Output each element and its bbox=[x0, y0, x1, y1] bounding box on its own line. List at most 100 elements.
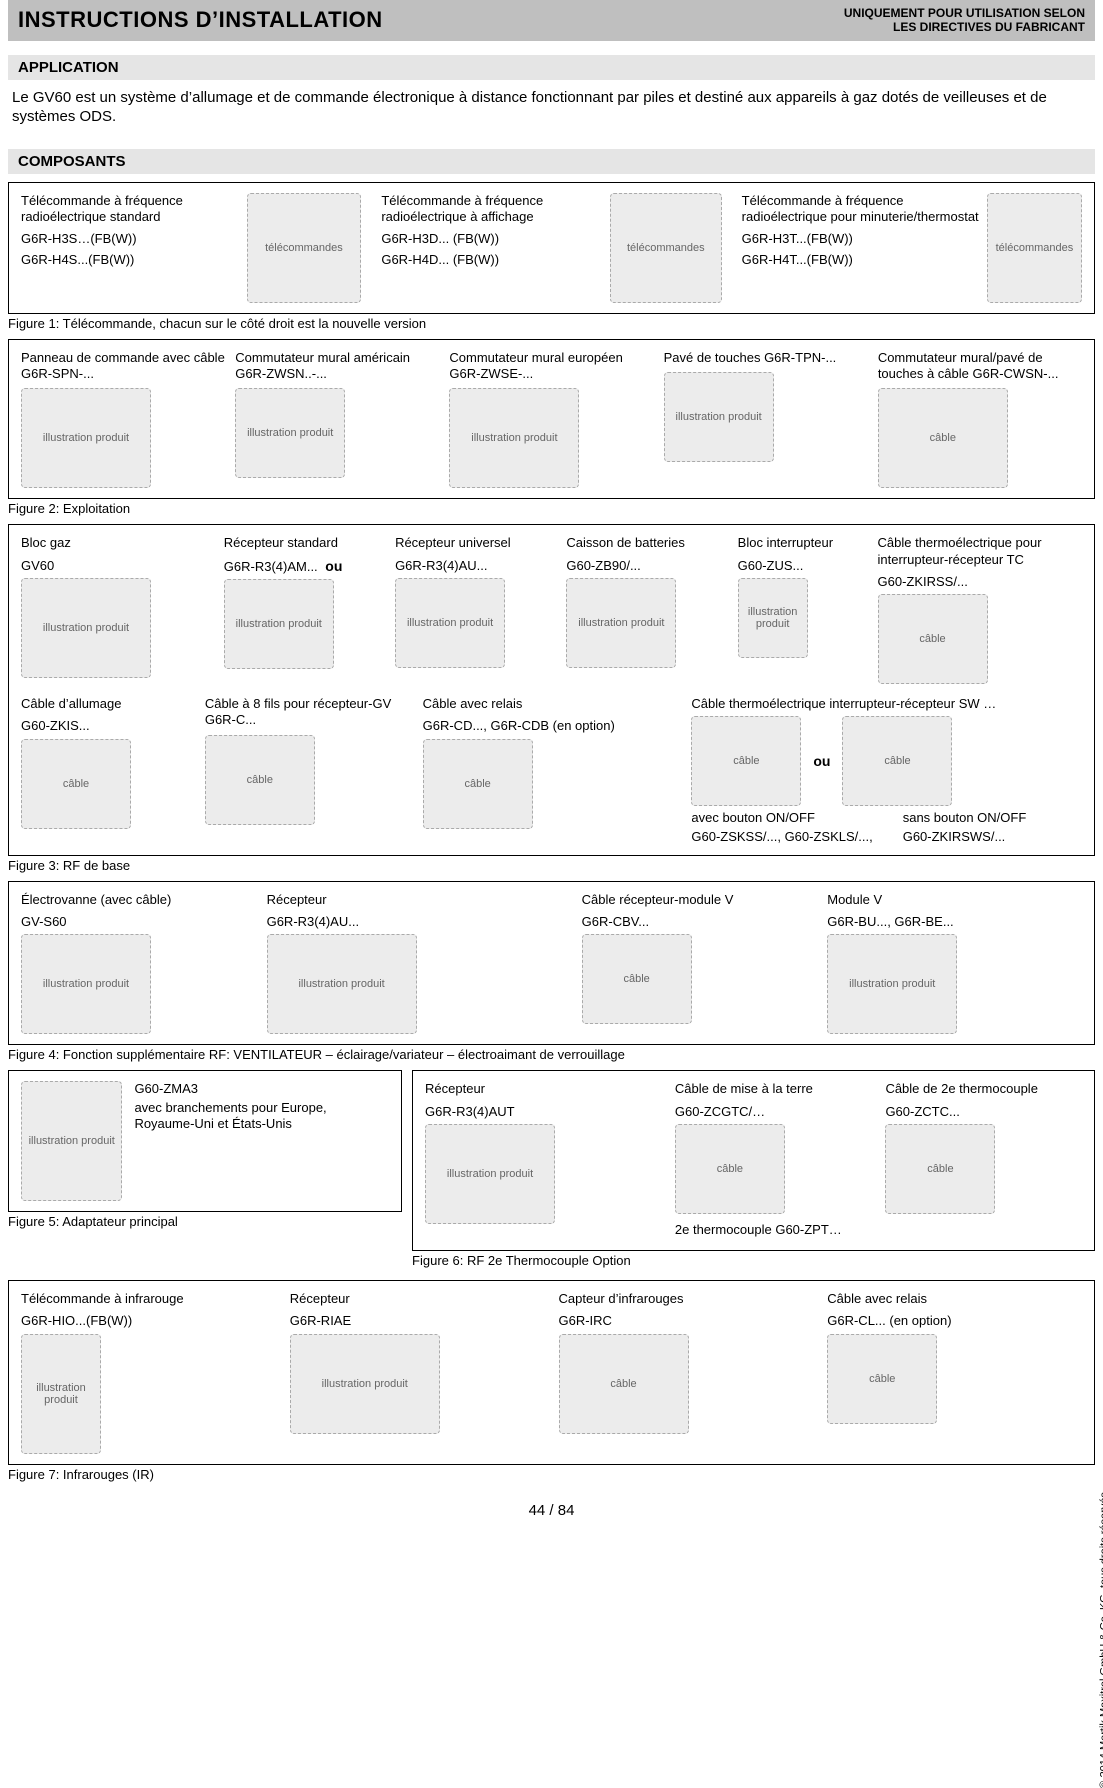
fig2-item5-label: Commutateur mural/pavé de touches à câbl… bbox=[878, 350, 1082, 383]
fig3-r2-1-model: G60-ZKIS... bbox=[21, 718, 191, 734]
fig1-item2-model2: G6R-H4D... (FB(W)) bbox=[381, 252, 602, 268]
fig6-2-image: câble bbox=[675, 1124, 785, 1214]
fig7-3-model: G6R-IRC bbox=[559, 1313, 814, 1329]
fig7-2-label: Récepteur bbox=[290, 1291, 545, 1307]
fig3-r1-2-label: Récepteur standard bbox=[224, 535, 381, 551]
fig3-r2-right-right-model: G60-ZKIRSWS/... bbox=[903, 829, 1027, 845]
fig6-4-image: câble bbox=[885, 1124, 995, 1214]
fig3-r1-1-label: Bloc gaz bbox=[21, 535, 210, 551]
fig3-r1-3-label: Récepteur universel bbox=[395, 535, 552, 551]
fig1-item3-model2: G6R-H4T...(FB(W)) bbox=[742, 252, 979, 268]
fig3-r2-1-image: câble bbox=[21, 739, 131, 829]
fig2-image4: illustration produit bbox=[664, 372, 774, 462]
fig6-1-model: G6R-R3(4)AUT bbox=[425, 1104, 661, 1120]
fig3-r1-4-image: illustration produit bbox=[566, 578, 676, 668]
fig3-r1-2-model: G6R-R3(4)AM... ou bbox=[224, 558, 381, 576]
fig5-desc: avec branchements pour Europe, Royaume-U… bbox=[134, 1100, 389, 1133]
fig3-r2-right-left-label: avec bouton ON/OFF bbox=[691, 810, 872, 826]
fig3-r2-1-label: Câble d’allumage bbox=[21, 696, 191, 712]
page-number: 44 / 84 bbox=[8, 1502, 1095, 1519]
fig4-1-model: GV-S60 bbox=[21, 914, 253, 930]
fig2-item1-label: Panneau de commande avec câble G6R-SPN-.… bbox=[21, 350, 225, 383]
fig4-1-image: illustration produit bbox=[21, 934, 151, 1034]
fig7-3-image: câble bbox=[559, 1334, 689, 1434]
subtitle-line1: UNIQUEMENT POUR UTILISATION SELON bbox=[844, 6, 1085, 20]
figure4-box: Électrovanne (avec câble) GV-S60 illustr… bbox=[8, 881, 1095, 1046]
copyright-text: © 2014 Mertik Maxitrol GmbH & Co. KG, to… bbox=[1099, 1489, 1103, 1788]
fig4-4-model: G6R-BU..., G6R-BE... bbox=[827, 914, 1082, 930]
fig3-r2-right-left-model: G60-ZSKSS/..., G60-ZSKLS/..., bbox=[691, 829, 872, 845]
fig2-image3: illustration produit bbox=[449, 388, 579, 488]
figure7-box: Télécommande à infrarouge G6R-HIO...(FB(… bbox=[8, 1280, 1095, 1465]
fig3-r1-6-image: câble bbox=[878, 594, 988, 684]
fig3-r2-right-heading: Câble thermoélectrique interrupteur-réce… bbox=[691, 696, 1082, 712]
page-title: INSTRUCTIONS D’INSTALLATION bbox=[18, 7, 383, 33]
application-text: Le GV60 est un système d’allumage et de … bbox=[8, 80, 1095, 135]
fig1-image1: télécommandes bbox=[247, 193, 362, 303]
fig7-4-model: G6R-CL... (en option) bbox=[827, 1313, 1082, 1329]
fig4-3-model: G6R-CBV... bbox=[582, 914, 814, 930]
figure2-caption: Figure 2: Exploitation bbox=[8, 501, 1095, 516]
fig6-4-label: Câble de 2e thermocouple bbox=[885, 1081, 1082, 1097]
fig3-r1-4-model: G60-ZB90/... bbox=[566, 558, 723, 574]
fig4-2-image: illustration produit bbox=[267, 934, 417, 1034]
fig4-1-label: Électrovanne (avec câble) bbox=[21, 892, 253, 908]
fig3-r2-3-label: Câble avec relais bbox=[423, 696, 678, 712]
fig3-r1-5-model: G60-ZUS... bbox=[738, 558, 864, 574]
fig3-r2-3-model: G6R-CD..., G6R-CDB (en option) bbox=[423, 718, 678, 734]
fig2-item3-label: Commutateur mural européen G6R-ZWSE-... bbox=[449, 350, 653, 383]
figure6-caption: Figure 6: RF 2e Thermocouple Option bbox=[412, 1253, 1095, 1268]
fig2-item4-label: Pavé de touches G6R-TPN-... bbox=[664, 350, 868, 366]
fig3-r2-right-image1: câble bbox=[691, 716, 801, 806]
subtitle-line2: LES DIRECTIVES DU FABRICANT bbox=[844, 20, 1085, 34]
fig3-ou1: ou bbox=[325, 558, 342, 574]
figure4-caption: Figure 4: Fonction supplémentaire RF: VE… bbox=[8, 1047, 1095, 1062]
figure1-caption: Figure 1: Télécommande, chacun sur le cô… bbox=[8, 316, 1095, 331]
figure3-box: Bloc gaz GV60 illustration produit Récep… bbox=[8, 524, 1095, 856]
fig4-3-label: Câble récepteur-module V bbox=[582, 892, 814, 908]
fig7-4-label: Câble avec relais bbox=[827, 1291, 1082, 1307]
figure1-box: Télécommande à fréquence radioélectrique… bbox=[8, 182, 1095, 314]
fig1-item1-model2: G6R-H4S...(FB(W)) bbox=[21, 252, 239, 268]
fig3-r1-1-image: illustration produit bbox=[21, 578, 151, 678]
fig3-r1-2-image: illustration produit bbox=[224, 579, 334, 669]
fig2-item2-label: Commutateur mural américain G6R-ZWSN..-.… bbox=[235, 350, 439, 383]
section-composants-header: COMPOSANTS bbox=[8, 149, 1095, 174]
fig3-r2-right-right-label: sans bouton ON/OFF bbox=[903, 810, 1027, 826]
fig4-4-image: illustration produit bbox=[827, 934, 957, 1034]
fig7-2-model: G6R-RIAE bbox=[290, 1313, 545, 1329]
figure6-box: Récepteur G6R-R3(4)AUT illustration prod… bbox=[412, 1070, 1095, 1251]
fig5-image: illustration produit bbox=[21, 1081, 122, 1201]
fig2-image5: câble bbox=[878, 388, 1008, 488]
fig4-4-label: Module V bbox=[827, 892, 1082, 908]
fig4-3-image: câble bbox=[582, 934, 692, 1024]
fig5-label: G60-ZMA3 bbox=[134, 1081, 389, 1097]
fig6-1-image: illustration produit bbox=[425, 1124, 555, 1224]
fig1-image3: télécommandes bbox=[987, 193, 1082, 303]
fig7-1-label: Télécommande à infrarouge bbox=[21, 1291, 276, 1307]
fig6-4-model: G60-ZCTC... bbox=[885, 1104, 1082, 1120]
fig3-r2-right-image2: câble bbox=[842, 716, 952, 806]
fig4-2-model: G6R-R3(4)AU... bbox=[267, 914, 568, 930]
fig3-r1-6-label: Câble thermoélectrique pour interrupteur… bbox=[878, 535, 1082, 568]
fig6-1-label: Récepteur bbox=[425, 1081, 661, 1097]
fig6-3-label: 2e thermocouple G60-ZPT… bbox=[675, 1222, 872, 1238]
figure2-box: Panneau de commande avec câble G6R-SPN-.… bbox=[8, 339, 1095, 500]
fig1-image2: télécommandes bbox=[610, 193, 722, 303]
fig1-item1-label: Télécommande à fréquence radioélectrique… bbox=[21, 193, 239, 226]
fig1-item1-model1: G6R-H3S…(FB(W)) bbox=[21, 231, 239, 247]
figure7-caption: Figure 7: Infrarouges (IR) bbox=[8, 1467, 1095, 1482]
fig3-ou2: ou bbox=[813, 753, 830, 769]
fig6-2-label: Câble de mise à la terre bbox=[675, 1081, 872, 1097]
fig2-image1: illustration produit bbox=[21, 388, 151, 488]
section-application-header: APPLICATION bbox=[8, 55, 1095, 80]
fig1-item3-model1: G6R-H3T...(FB(W)) bbox=[742, 231, 979, 247]
fig1-item3-label: Télécommande à fréquence radioélectrique… bbox=[742, 193, 979, 226]
fig4-2-label: Récepteur bbox=[267, 892, 568, 908]
figure5-caption: Figure 5: Adaptateur principal bbox=[8, 1214, 402, 1229]
fig3-r1-1-model: GV60 bbox=[21, 558, 210, 574]
fig3-r1-3-image: illustration produit bbox=[395, 578, 505, 668]
fig7-3-label: Capteur d’infrarouges bbox=[559, 1291, 814, 1307]
fig3-r2-2-image: câble bbox=[205, 735, 315, 825]
fig7-1-model: G6R-HIO...(FB(W)) bbox=[21, 1313, 276, 1329]
